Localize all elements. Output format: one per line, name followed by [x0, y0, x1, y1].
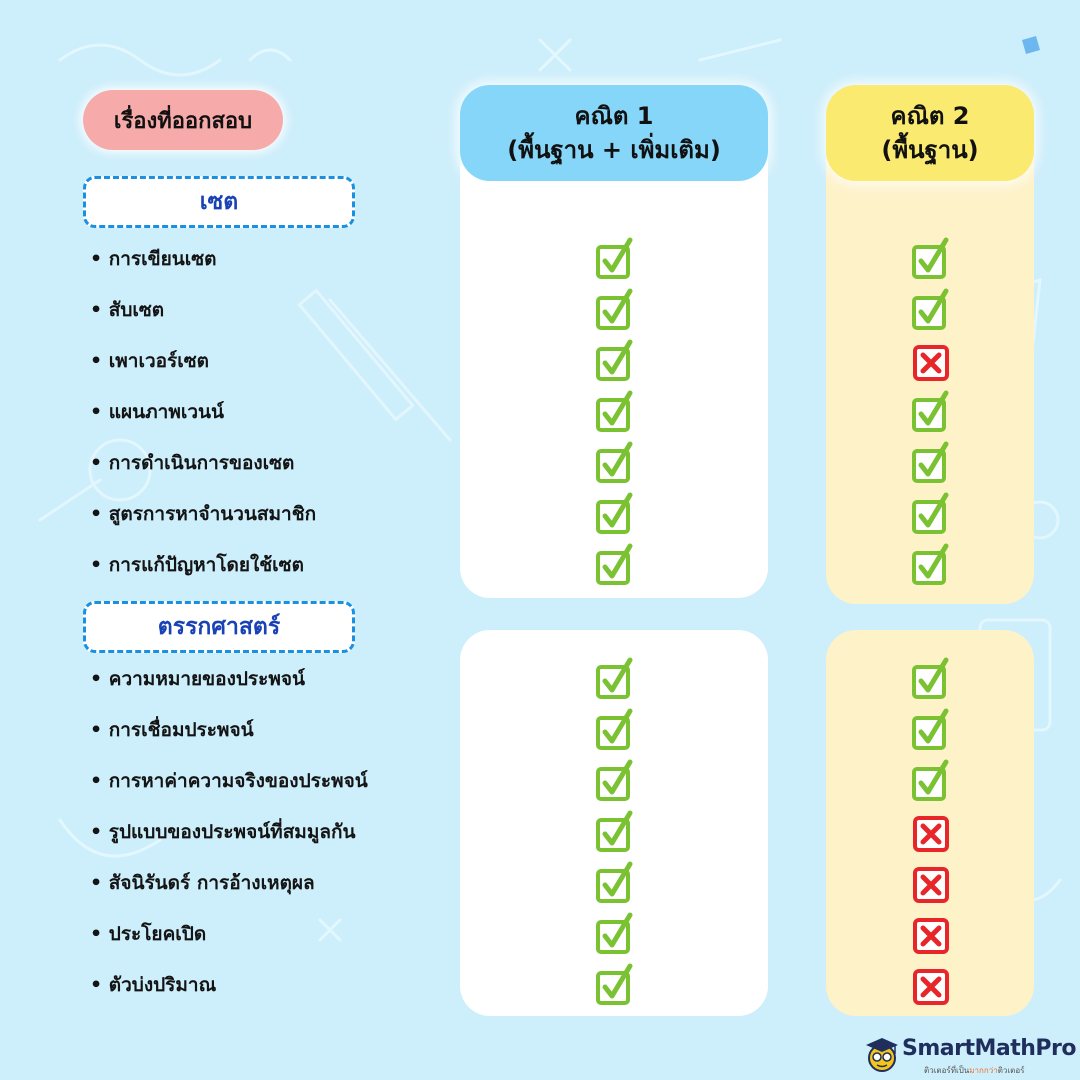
- math2-header-subtitle: (พื้นฐาน): [881, 136, 979, 164]
- check-box-icon: [596, 861, 633, 903]
- topic-label: • แผนภาพเวนน์: [90, 401, 224, 423]
- topic-label: • การดำเนินการของเซต: [90, 452, 295, 474]
- check-box-icon: [912, 759, 949, 801]
- check-box-icon: [912, 288, 949, 330]
- math1-header-title: คณิต 1: [574, 102, 654, 130]
- check-box-icon: [912, 708, 949, 750]
- check-box-icon: [596, 339, 633, 381]
- topic-label: • เพาเวอร์เซต: [90, 350, 209, 372]
- check-box-icon: [596, 708, 633, 750]
- check-box-icon: [596, 657, 633, 699]
- section-title-sets: เซต: [83, 176, 355, 228]
- check-box-icon: [596, 390, 633, 432]
- check-box-icon: [912, 441, 949, 483]
- topic-label: • การเขียนเซต: [90, 248, 217, 270]
- cross-box-icon: [913, 867, 949, 903]
- cross-box-icon: [913, 816, 949, 852]
- topic-label: • สับเซต: [90, 299, 165, 321]
- topic-label: • รูปแบบของประพจน์ที่สมมูลกัน: [90, 821, 356, 843]
- check-box-icon: [596, 543, 633, 585]
- check-box-icon: [596, 963, 633, 1005]
- check-box-icon: [596, 288, 633, 330]
- topic-label: • ตัวบ่งปริมาณ: [90, 974, 217, 996]
- cross-box-icon: [913, 345, 949, 381]
- topic-label: • การหาค่าความจริงของประพจน์: [90, 770, 368, 792]
- check-box-icon: [596, 492, 633, 534]
- section-title-logic: ตรรกศาสตร์: [83, 601, 355, 653]
- check-box-icon: [912, 237, 949, 279]
- check-box-icon: [912, 543, 949, 585]
- topic-label: • สัจนิรันดร์ การอ้างเหตุผล: [90, 872, 315, 894]
- topic-label: • การเชื่อมประพจน์: [90, 719, 254, 741]
- topic-label: • ประโยคเปิด: [90, 923, 207, 945]
- check-box-icon: [912, 657, 949, 699]
- topic-label: • ความหมายของประพจน์: [90, 668, 305, 690]
- topic-label: • การแก้ปัญหาโดยใช้เซต: [90, 554, 304, 576]
- graduate-mascot-icon: [866, 1038, 898, 1072]
- math2-header-title: คณิต 2: [890, 102, 970, 130]
- check-box-icon: [912, 390, 949, 432]
- check-box-icon: [596, 810, 633, 852]
- check-box-icon: [596, 912, 633, 954]
- check-box-icon: [912, 492, 949, 534]
- math1-header-subtitle: (พื้นฐาน + เพิ่มเติม): [507, 136, 721, 164]
- math2-header: คณิต 2 (พื้นฐาน): [826, 85, 1034, 181]
- math1-header: คณิต 1 (พื้นฐาน + เพิ่มเติม): [460, 85, 768, 181]
- cross-box-icon: [913, 918, 949, 954]
- check-box-icon: [596, 759, 633, 801]
- cross-box-icon: [913, 969, 949, 1005]
- logo-tagline: ติวเตอร์ที่เป็นมากกว่าติวเตอร์: [924, 1066, 1025, 1075]
- check-box-icon: [596, 237, 633, 279]
- logo-name: SmartMathPro: [902, 1036, 1077, 1061]
- check-box-icon: [596, 441, 633, 483]
- topic-label: • สูตรการหาจำนวนสมาชิก: [90, 503, 317, 525]
- topics-title: เรื่องที่ออกสอบ: [83, 90, 283, 150]
- smartmathpro-logo: SmartMathPro ติวเตอร์ที่เป็นมากกว่าติวเต…: [862, 1032, 1077, 1078]
